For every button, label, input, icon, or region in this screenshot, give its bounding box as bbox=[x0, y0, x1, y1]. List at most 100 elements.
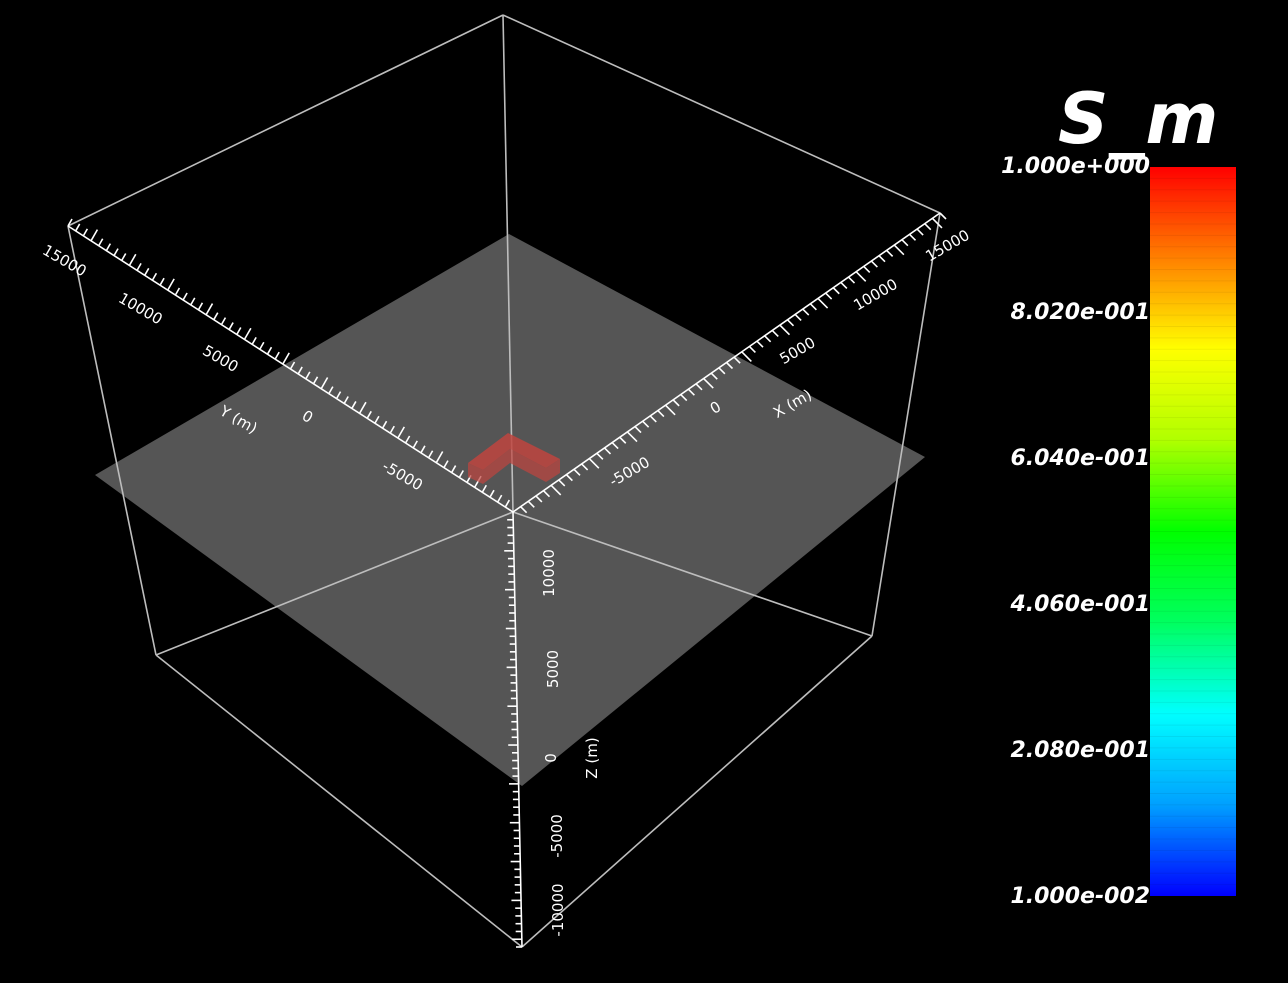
x-axis-tick bbox=[611, 442, 619, 450]
y-axis-tick bbox=[197, 302, 204, 311]
box-edge bbox=[502, 14, 514, 513]
x-axis-tick bbox=[626, 431, 638, 443]
x-axis-tick bbox=[863, 265, 871, 273]
y-axis-tick bbox=[289, 361, 296, 370]
colorbar-label: 8.020e-001 bbox=[1010, 300, 1150, 325]
x-axis-tick bbox=[825, 292, 833, 300]
y-axis-tick bbox=[97, 238, 104, 247]
z-axis-tick-label: -5000 bbox=[548, 814, 566, 858]
y-axis-tick bbox=[182, 292, 188, 301]
z-axis-tick-label: 5000 bbox=[544, 650, 562, 688]
x-axis-tick bbox=[924, 223, 932, 231]
x-axis-tick bbox=[550, 484, 562, 496]
y-axis-tick-label: 10000 bbox=[115, 289, 165, 328]
x-axis-tick bbox=[542, 490, 551, 498]
y-axis-tick bbox=[174, 287, 181, 296]
y-axis-tick bbox=[458, 470, 464, 478]
box-edge bbox=[67, 225, 157, 656]
y-axis-tick bbox=[343, 396, 349, 404]
y-axis-tick bbox=[328, 386, 334, 395]
block-left-face bbox=[468, 463, 483, 484]
colorbar-label: 1.000e+000 bbox=[1001, 154, 1150, 179]
y-axis-tick bbox=[243, 327, 252, 340]
z-axis-tick-label: 0 bbox=[542, 753, 560, 763]
x-axis-tick bbox=[581, 463, 589, 471]
x-axis-tick bbox=[619, 436, 627, 444]
y-axis-tick bbox=[496, 494, 503, 503]
x-axis-tick bbox=[733, 356, 741, 364]
y-axis-tick bbox=[450, 465, 457, 473]
x-axis-tick bbox=[764, 335, 772, 343]
x-axis-tick bbox=[786, 319, 795, 327]
y-axis-tick bbox=[213, 312, 219, 321]
x-axis-tick bbox=[908, 233, 917, 241]
x-axis-tick bbox=[779, 324, 791, 336]
x-axis-tick bbox=[657, 409, 665, 418]
x-axis-tick bbox=[809, 303, 817, 311]
y-axis-tick bbox=[128, 253, 137, 266]
y-axis-tick bbox=[274, 351, 280, 360]
3d-viewport[interactable]: -5000 0 5000 10000 15000 X (m) -5000 0 5000 10000… bbox=[0, 0, 1000, 983]
y-axis-tick bbox=[297, 366, 303, 375]
x-axis-tick bbox=[672, 399, 680, 407]
x-axis-tick bbox=[931, 217, 943, 229]
x-axis-tick bbox=[664, 404, 676, 416]
x-axis-tick bbox=[680, 393, 688, 402]
x-axis-tick bbox=[695, 383, 703, 391]
x-axis-tick bbox=[901, 239, 909, 247]
x-axis-tick bbox=[649, 415, 657, 423]
y-axis-tick bbox=[282, 352, 290, 365]
box-edge bbox=[155, 654, 523, 948]
y-axis-tick bbox=[489, 489, 495, 498]
x-axis-tick bbox=[588, 458, 600, 469]
y-axis-tick bbox=[144, 267, 150, 276]
y-axis-tick bbox=[481, 484, 488, 493]
box-edge bbox=[512, 511, 873, 637]
y-axis-tick bbox=[228, 322, 234, 330]
y-axis-tick bbox=[167, 278, 175, 291]
x-axis-tick bbox=[939, 212, 947, 220]
x-axis-tick bbox=[771, 329, 779, 338]
x-axis-tick bbox=[596, 452, 604, 460]
y-axis-tick bbox=[320, 377, 329, 390]
y-axis-tick bbox=[113, 248, 119, 256]
y-axis-tick bbox=[205, 303, 214, 316]
x-axis-tick bbox=[756, 340, 764, 348]
y-axis-tick bbox=[259, 341, 265, 350]
y-axis-tick bbox=[397, 426, 406, 439]
x-axis-tick bbox=[916, 228, 924, 236]
box-edge bbox=[871, 212, 941, 637]
y-axis-tick bbox=[105, 243, 112, 252]
colorbar-label: 2.080e-001 bbox=[1010, 738, 1150, 763]
z-axis-tick-label: -10000 bbox=[549, 883, 567, 936]
l-shaped-block bbox=[468, 433, 560, 484]
x-axis-tick-label: 5000 bbox=[776, 333, 818, 368]
box-edge bbox=[521, 635, 873, 948]
x-axis-tick bbox=[703, 377, 714, 389]
x-axis-tick bbox=[817, 297, 829, 309]
colorbar-gradient bbox=[1150, 167, 1236, 896]
y-axis-tick bbox=[412, 440, 418, 449]
x-axis-tick bbox=[748, 345, 756, 354]
box-edge bbox=[155, 511, 514, 656]
y-axis-tick bbox=[374, 415, 380, 424]
colorbar-label: 4.060e-001 bbox=[1010, 592, 1150, 617]
y-axis-tick bbox=[381, 420, 388, 429]
x-axis-tick bbox=[718, 367, 726, 375]
x-axis-tick bbox=[603, 447, 612, 455]
box-edge bbox=[67, 14, 504, 227]
colorbar-label: 1.000e-002 bbox=[1010, 884, 1150, 909]
x-axis-tick bbox=[832, 287, 840, 295]
x-axis-tick bbox=[847, 276, 856, 284]
y-axis-tick bbox=[90, 229, 99, 242]
x-axis-tick bbox=[855, 271, 867, 282]
x-axis-tick bbox=[878, 255, 886, 263]
z-axis-title: Z (m) bbox=[583, 737, 601, 778]
x-axis-tick bbox=[527, 500, 535, 508]
y-axis-tick bbox=[82, 228, 89, 237]
x-axis-tick bbox=[634, 426, 642, 434]
colorbar-title: S_m bbox=[1058, 78, 1220, 160]
x-axis-tick bbox=[794, 313, 802, 322]
y-axis-tick-label: 15000 bbox=[39, 241, 89, 280]
